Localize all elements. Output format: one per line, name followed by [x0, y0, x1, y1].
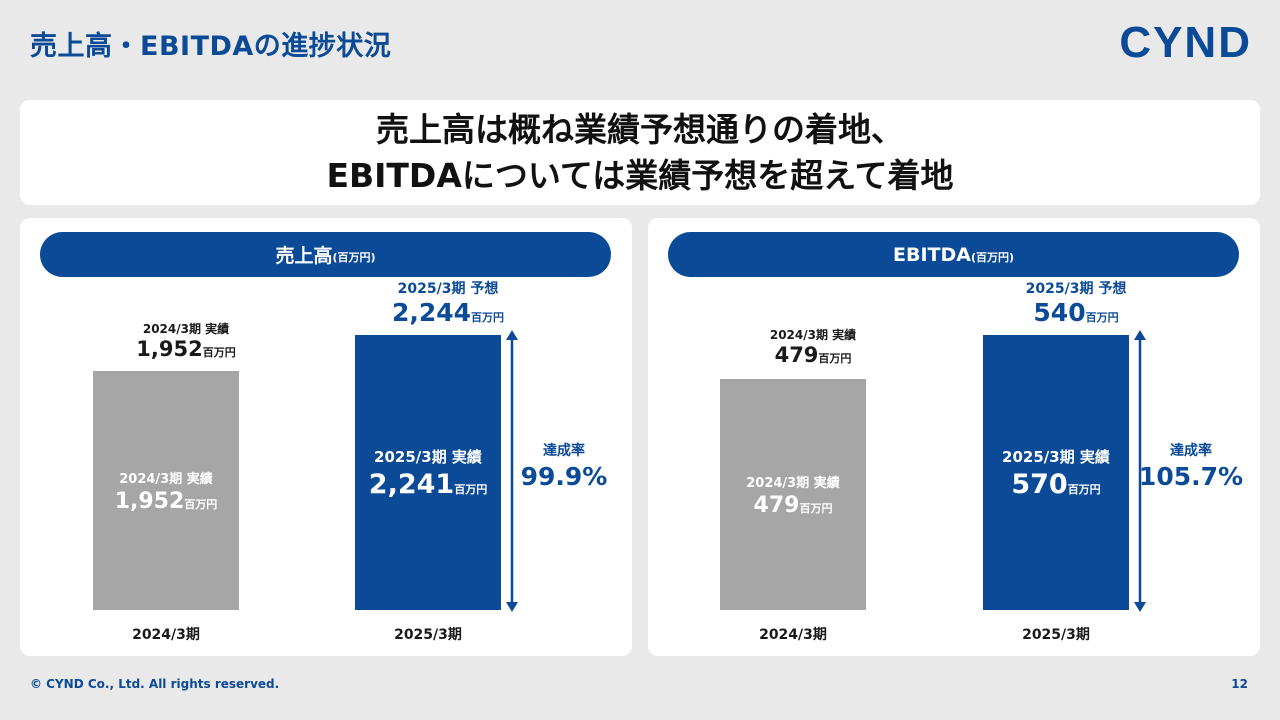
forecast-label: 2025/3期 予想 — [1025, 281, 1127, 297]
unit-label: 百万円 — [799, 501, 833, 515]
bar-prev-label: 2024/3期 実績 — [746, 475, 840, 491]
copyright-text: © CYND Co., Ltd. All rights reserved. — [30, 677, 280, 691]
bar-curr-label: 2025/3期 実績 — [374, 447, 482, 466]
achievement-rate-label: 達成率 — [543, 443, 585, 459]
bar-curr-value: 2,241 — [368, 468, 455, 500]
unit-label: 百万円 — [184, 497, 218, 511]
chart-title: EBITDA — [892, 243, 971, 266]
prev-actual-label: 2024/3期 実績 — [769, 328, 857, 342]
cynd-logo: CYND — [1119, 18, 1252, 67]
prev-bar-top-label: 2024/3期 実績 1,952百万円 — [86, 320, 286, 361]
achievement-rate: 達成率 99.9% — [504, 440, 624, 491]
prev-bar-top-label: 2024/3期 実績 479百万円 — [713, 326, 913, 367]
ebitda-chart-panel: EBITDA (百万円) 2024/3期 実績 479百万円 2025/3期 予… — [648, 218, 1260, 656]
forecast-label: 2025/3期 予想 — [397, 281, 499, 297]
bar-prev: 2024/3期 実績 479百万円 — [720, 379, 866, 610]
bar-curr: 2025/3期 実績 570百万円 — [983, 335, 1129, 610]
achievement-rate-value: 105.7% — [1138, 462, 1244, 491]
forecast-top-label: 2025/3期 予想 540百万円 — [976, 278, 1176, 327]
double-arrow-icon — [506, 330, 518, 612]
x-tick-label-prev: 2024/3期 — [759, 627, 827, 643]
x-tick-label-curr: 2025/3期 — [1022, 627, 1090, 643]
chart-unit: (百万円) — [332, 250, 376, 264]
achievement-rate: 達成率 105.7% — [1131, 440, 1251, 491]
achievement-rate-value: 99.9% — [520, 462, 608, 491]
unit-label: 百万円 — [1085, 311, 1119, 324]
headline-line-2: EBITDAについては業績予想を超えて着地 — [326, 155, 954, 195]
bar-prev-value: 1,952 — [114, 488, 185, 514]
ebitda-chart-title: EBITDA (百万円) — [668, 232, 1239, 277]
x-tick-label-curr: 2025/3期 — [394, 627, 462, 643]
chart-title: 売上高 — [275, 245, 333, 267]
achievement-rate-label: 達成率 — [1170, 443, 1212, 459]
sales-chart-panel: 売上高 (百万円) 2024/3期 実績 1,952百万円 2025/3期 予想… — [20, 218, 632, 656]
prev-actual-label: 2024/3期 実績 — [142, 322, 230, 336]
bar-prev: 2024/3期 実績 1,952百万円 — [93, 371, 239, 610]
prev-actual-value: 479 — [774, 343, 819, 367]
page-number: 12 — [1231, 677, 1248, 691]
bar-prev-value: 479 — [753, 492, 800, 518]
bar-prev-label: 2024/3期 実績 — [119, 471, 213, 487]
bar-curr-value: 570 — [1011, 468, 1068, 500]
headline-line-1: 売上高は概ね業績予想通りの着地、 — [376, 109, 904, 149]
x-tick-label-prev: 2024/3期 — [132, 627, 200, 643]
unit-label: 百万円 — [818, 352, 852, 365]
forecast-value: 2,244 — [391, 298, 472, 327]
unit-label: 百万円 — [202, 346, 236, 359]
bar-curr-label: 2025/3期 実績 — [1002, 447, 1110, 466]
forecast-value: 540 — [1033, 298, 1086, 327]
sales-chart-title: 売上高 (百万円) — [40, 232, 611, 277]
bar-curr: 2025/3期 実績 2,241百万円 — [355, 335, 501, 610]
headline-box: 売上高は概ね業績予想通りの着地、 EBITDAについては業績予想を超えて着地 — [20, 100, 1260, 205]
unit-label: 百万円 — [1067, 482, 1101, 496]
unit-label: 百万円 — [471, 311, 505, 324]
double-arrow-icon — [1134, 330, 1146, 612]
page-title: 売上高・EBITDAの進捗状況 — [30, 31, 392, 62]
forecast-top-label: 2025/3期 予想 2,244百万円 — [348, 278, 548, 327]
prev-actual-value: 1,952 — [136, 337, 203, 361]
unit-label: 百万円 — [454, 482, 488, 496]
chart-unit: (百万円) — [970, 250, 1015, 264]
